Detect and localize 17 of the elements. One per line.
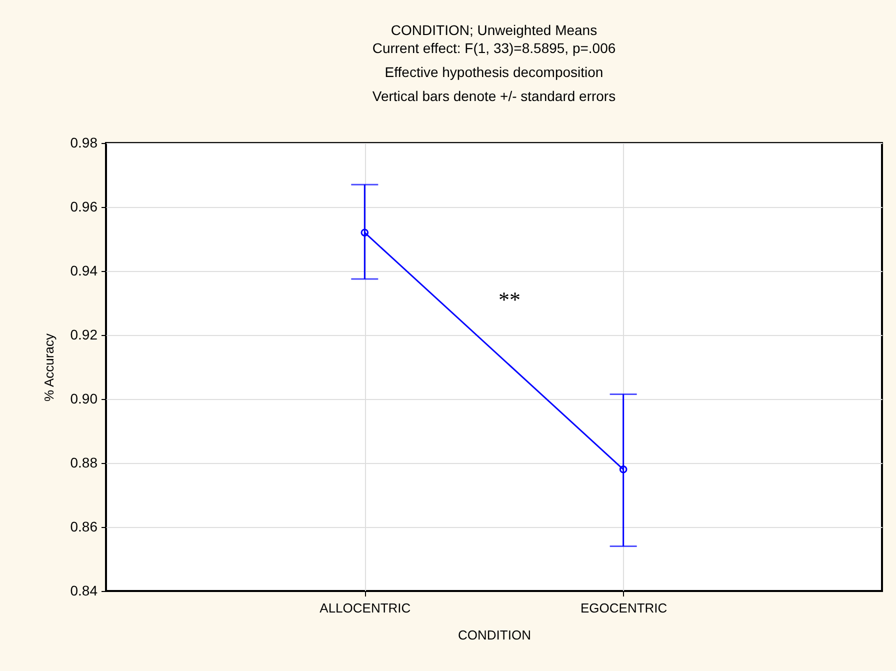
y-tick-label: 0.86 <box>70 518 98 534</box>
y-tick-label: 0.92 <box>70 326 98 342</box>
chart-title: CONDITION; Unweighted Means <box>390 22 598 38</box>
chart-subtitle: Current effect: F(1, 33)=8.5895, p=.006 <box>372 40 616 56</box>
y-tick-label: 0.84 <box>70 582 98 598</box>
x-tick-label: EGOCENTRIC <box>580 600 668 616</box>
y-tick-label: 0.98 <box>70 134 98 150</box>
x-axis-title: CONDITION <box>458 628 531 642</box>
y-tick-label: 0.94 <box>70 262 98 278</box>
text: Vertical bars denote +/- standard errors <box>372 88 616 104</box>
y-tick-label: 0.90 <box>70 390 98 406</box>
x-tick-label: ALLOCENTRIC <box>320 600 411 616</box>
annotation: ** <box>498 286 521 312</box>
y-tick-label: 0.88 <box>70 454 98 470</box>
text: Effective hypothesis decomposition <box>384 64 604 80</box>
y-tick-label: 0.96 <box>70 198 98 214</box>
y-axis-title: % Accuracy <box>41 333 56 402</box>
